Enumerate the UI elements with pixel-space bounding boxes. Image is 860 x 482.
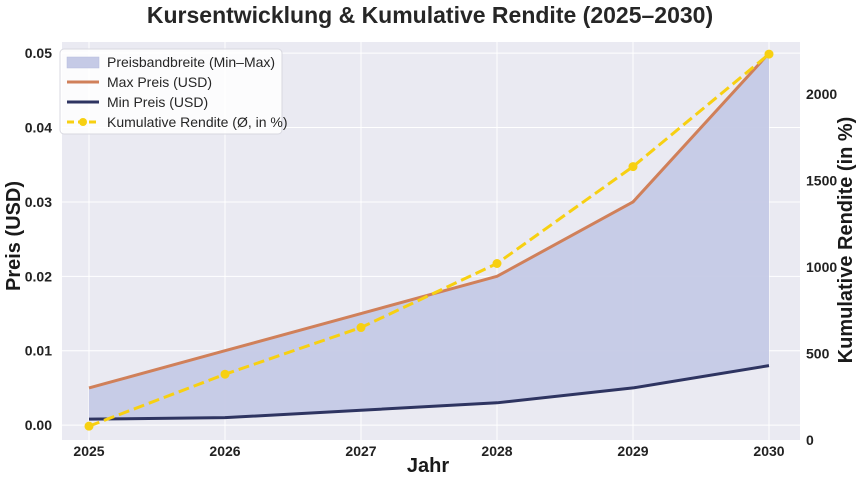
chart-title: Kursentwicklung & Kumulative Rendite (20…	[147, 2, 713, 28]
cumulative-return-point-2025	[84, 421, 94, 431]
x-tick-label: 2029	[617, 443, 648, 459]
x-tick-label: 2026	[209, 443, 240, 459]
y-tick-label: 0.04	[25, 120, 52, 136]
y2-tick-label: 1000	[806, 259, 837, 275]
legend: Preisbandbreite (Min–Max) Max Preis (USD)…	[59, 48, 288, 135]
y-axis-label: Preis (USD)	[3, 181, 25, 291]
min-price-line	[88, 364, 770, 421]
y-tick-label: 0.05	[25, 45, 52, 61]
cumulative-return-point-2028	[492, 258, 502, 268]
legend-label-1: Max Preis (USD)	[107, 74, 212, 90]
x-tick-label: 2030	[753, 443, 784, 459]
x-tick-label: 2027	[345, 443, 376, 459]
y2-tick-label: 0	[806, 432, 814, 448]
x-axis-label: Jahr	[407, 455, 449, 477]
legend-label-0: Preisbandbreite (Min–Max)	[107, 54, 275, 70]
cumulative-return-point-2030	[764, 49, 774, 59]
legend-swatch-band	[66, 56, 100, 69]
y2-tick-label: 2000	[806, 86, 837, 102]
y2-axis-label: Kumulative Rendite (in %)	[835, 117, 857, 364]
cumulative-return-point-2027	[356, 323, 366, 333]
x-tick-label: 2025	[73, 443, 104, 459]
x-axis-ticks: 2025 2026 2027 2028 2029 2030	[73, 443, 784, 459]
y2-tick-label: 1500	[806, 172, 837, 188]
y-tick-label: 0.01	[25, 343, 52, 359]
legend-label-3: Kumulative Rendite (Ø, in %)	[107, 114, 288, 130]
y2-tick-label: 500	[806, 345, 830, 361]
y-tick-label: 0.02	[25, 268, 52, 284]
y-tick-label: 0.00	[25, 417, 52, 433]
legend-label-2: Min Preis (USD)	[107, 94, 208, 110]
cumulative-return-line	[88, 52, 770, 428]
cumulative-return-point-2029	[628, 162, 638, 172]
y-tick-label: 0.03	[25, 194, 52, 210]
legend-swatch-marker	[79, 118, 87, 126]
price-band-layer	[89, 53, 769, 420]
legend-box	[59, 48, 283, 135]
left-axis-ticks: 0.00 0.01 0.02 0.03 0.04 0.05	[25, 45, 52, 433]
x-tick-label: 2028	[481, 443, 512, 459]
lines-layer	[84, 49, 774, 431]
cumulative-return-point-2026	[220, 369, 230, 379]
right-axis-ticks: 0 500 1000 1500 2000	[806, 86, 837, 448]
max-price-line	[88, 52, 771, 390]
price-band-area	[89, 53, 769, 420]
